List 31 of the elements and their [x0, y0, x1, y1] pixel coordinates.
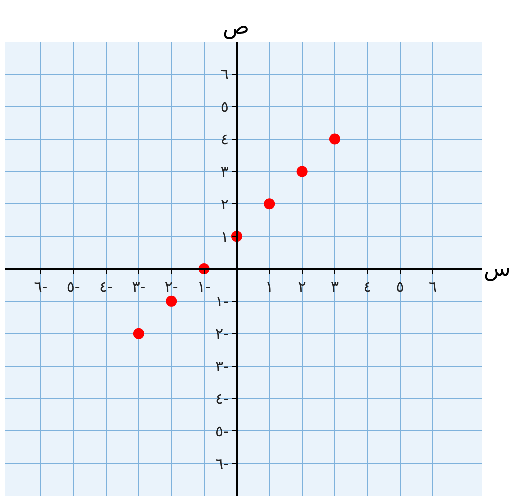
x-axis-title: س [484, 257, 511, 282]
y-tick-label: ٤- [215, 390, 229, 408]
x-tick-label: ٦ [428, 278, 438, 296]
x-tick-label: ٢ [298, 278, 306, 296]
x-tick-label: ٣- [132, 278, 146, 296]
x-tick-label: ٤ [364, 278, 372, 296]
y-tick-label: ٥ [220, 98, 229, 116]
y-tick-label: ٤ [220, 130, 229, 149]
y-tick-label: ٣ [220, 162, 229, 181]
y-axis-title: ص [223, 15, 250, 40]
x-tick-label: ١ [266, 278, 274, 296]
x-tick-label: ٦- [34, 278, 48, 296]
x-tick-label: ٢- [164, 278, 178, 296]
point [133, 328, 144, 340]
y-tick-label: ١ [220, 228, 229, 246]
y-tick-label: ٣- [215, 358, 229, 376]
point [329, 134, 340, 145]
x-tick-label: ١- [198, 278, 212, 296]
y-tick-label: ١- [215, 292, 229, 311]
x-tick-label: ٣ [330, 278, 340, 296]
x-tick-label: ٥- [66, 278, 80, 296]
y-tick-label: ٢ [220, 195, 229, 214]
point [166, 296, 178, 307]
y-tick-label: ٦ [220, 66, 229, 84]
x-tick-label: ٤- [100, 278, 114, 296]
point [296, 166, 308, 178]
x-tick-label: ٥ [396, 278, 404, 296]
y-tick-label: ٥- [215, 422, 229, 440]
y-tick-label: ٦- [215, 454, 229, 473]
y-tick-label: ٢- [215, 325, 229, 344]
point [264, 198, 276, 210]
